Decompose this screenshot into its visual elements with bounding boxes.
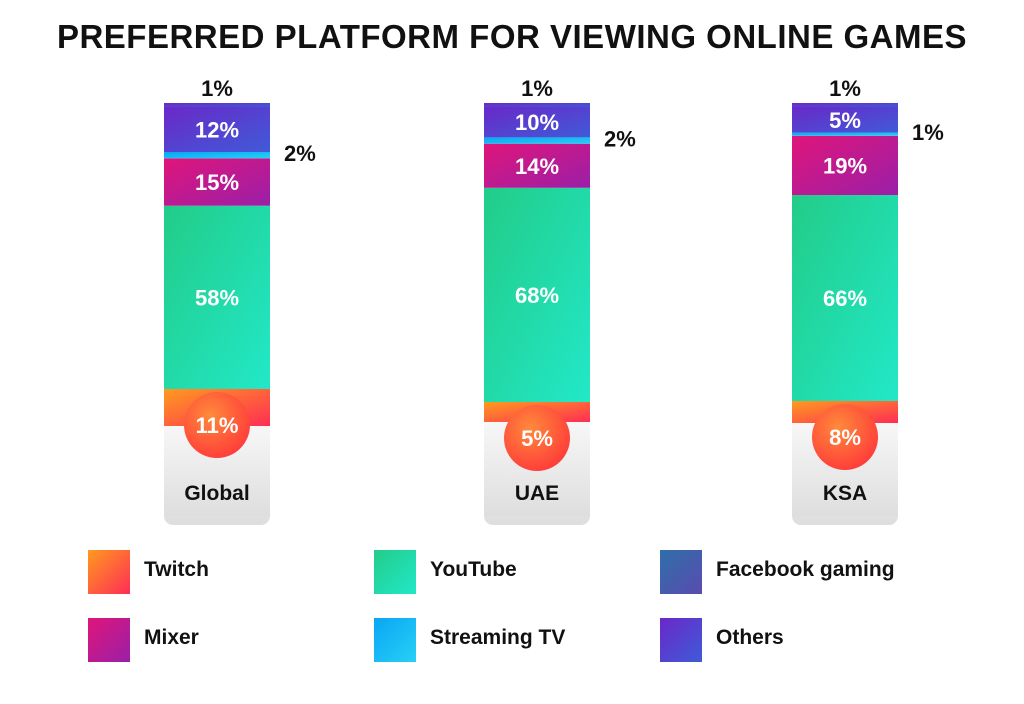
twitch-circle-global (184, 392, 250, 458)
bar-segment-top-uae (484, 103, 590, 107)
data-label-top-ksa: 1% (829, 76, 861, 101)
data-label-mixer-ksa: 19% (823, 153, 867, 178)
bar-segment-top-global (164, 103, 270, 107)
data-label-twitch-global: 11% (196, 413, 239, 438)
data-label-youtube-ksa: 66% (823, 286, 867, 311)
data-label-twitch-uae: 5% (521, 426, 553, 451)
legend-swatch-twitch (88, 550, 130, 594)
category-label-uae: UAE (515, 482, 559, 505)
data-label-others-global: 12% (195, 118, 239, 143)
data-label-mixer-uae: 14% (515, 154, 559, 179)
data-label-streaming-tv-global: 2% (284, 141, 316, 166)
bar-segment-youtube-uae (484, 187, 590, 402)
bar-segment-mixer-uae (484, 143, 590, 188)
legend-swatch-streaming-tv (374, 618, 416, 662)
data-label-others-uae: 10% (515, 110, 559, 135)
legend-label-twitch: Twitch (144, 558, 209, 581)
bar-segment-streaming-tv-ksa (792, 132, 898, 136)
category-label-ksa: KSA (823, 482, 867, 505)
stacked-bar-chart: 11% Global 58% 15% 2% 12% 1% 5% UAE 68% 14% 2% 10% 1%… (164, 76, 944, 525)
chart-title: PREFERRED PLATFORM FOR VIEWING ONLINE GA… (56, 18, 968, 55)
data-label-streaming-tv-ksa: 1% (912, 120, 944, 145)
data-label-top-global: 1% (201, 76, 233, 101)
data-label-streaming-tv-uae: 2% (604, 127, 636, 152)
data-label-youtube-uae: 68% (515, 283, 559, 308)
bar-segment-youtube-ksa (792, 195, 898, 401)
legend-swatch-others (660, 618, 702, 662)
legend-label-youtube: YouTube (430, 558, 517, 581)
bar-segment-others-global (164, 107, 270, 152)
legend-label-streaming-tv: Streaming TV (430, 626, 566, 649)
legend-swatch-facebook-gaming (660, 550, 702, 594)
twitch-circle-uae (504, 405, 570, 471)
legend-swatch-mixer (88, 618, 130, 662)
data-label-youtube-global: 58% (195, 285, 239, 310)
bar-segment-mixer-ksa (792, 135, 898, 196)
twitch-circle-ksa (812, 404, 878, 470)
bar-segment-mixer-global (164, 158, 270, 206)
category-label-global: Global (184, 482, 249, 505)
legend-label-others: Others (716, 626, 784, 649)
data-label-top-uae: 1% (521, 76, 553, 101)
legend-swatch-youtube (374, 550, 416, 594)
data-label-twitch-ksa: 8% (829, 425, 861, 450)
bar-segment-top-ksa (792, 103, 898, 107)
data-label-mixer-global: 15% (195, 170, 239, 195)
bar-segment-streaming-tv-uae (484, 137, 590, 144)
bar-segment-others-ksa (792, 107, 898, 133)
bar-segment-others-uae (484, 107, 590, 138)
bar-segment-youtube-global (164, 205, 270, 389)
bar-segment-streaming-tv-global (164, 152, 270, 159)
data-label-others-ksa: 5% (829, 108, 861, 133)
legend-label-mixer: Mixer (144, 626, 199, 649)
legend-label-facebook-gaming: Facebook gaming (716, 558, 895, 581)
